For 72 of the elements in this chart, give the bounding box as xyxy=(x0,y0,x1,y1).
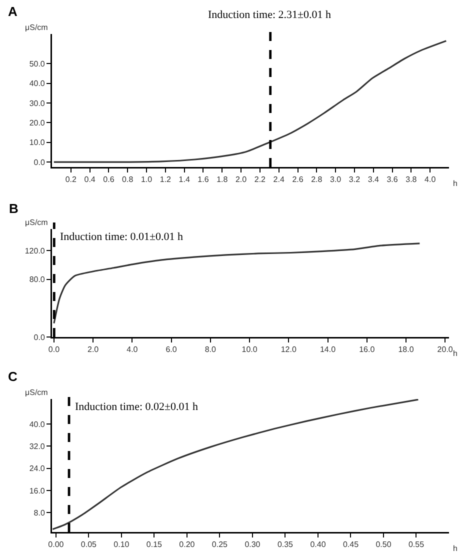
ref-line-label: Induction time: 0.02±0.01 h xyxy=(75,401,199,413)
text: C xyxy=(8,369,18,384)
x-tick-label: 2.6 xyxy=(292,175,304,184)
y-tick-label: 0.0 xyxy=(34,332,46,342)
y-tick-label: 24.0 xyxy=(29,464,46,474)
x-tick-label: 0.50 xyxy=(376,540,392,550)
x-tick-label: 14.0 xyxy=(320,345,336,354)
ref-line-label: Induction time: 2.31±0.01 h xyxy=(208,9,332,21)
x-tick-label: 16.0 xyxy=(359,345,376,354)
x-tick-label: 1.0 xyxy=(140,175,153,184)
x-tick-label: 4.0 xyxy=(126,345,138,354)
text: A xyxy=(8,4,18,19)
x-tick-label: 3.4 xyxy=(368,175,380,184)
x-tick-label: 0.20 xyxy=(179,540,196,550)
x-tick-label: 0.10 xyxy=(114,540,130,550)
y-axis-title: μS/cm xyxy=(25,388,48,397)
x-tick-label: 0.40 xyxy=(310,540,326,550)
x-axis-title: h xyxy=(453,179,458,188)
y-tick-label: 32.0 xyxy=(29,442,46,451)
y-tick-label: 30.0 xyxy=(29,98,46,108)
y-axis-title: μS/cm xyxy=(25,23,48,32)
x-tick-label: 0.2 xyxy=(65,175,78,184)
x-tick-label: 2.2 xyxy=(254,175,266,184)
x-tick-label: 0.30 xyxy=(244,540,261,550)
x-tick-label: 3.2 xyxy=(348,175,361,184)
y-axis-title: μS/cm xyxy=(25,218,48,227)
x-tick-label: 0.25 xyxy=(212,540,228,550)
y-tick-label: 20.0 xyxy=(29,118,46,128)
x-tick-label: 0.35 xyxy=(277,540,294,550)
x-tick-label: 0.8 xyxy=(122,175,134,184)
x-tick-label: 6.0 xyxy=(166,345,178,354)
x-tick-label: 0.00 xyxy=(48,540,64,550)
x-axis-title: h xyxy=(453,349,458,358)
x-tick-label: 20.0 xyxy=(437,345,454,354)
line-series xyxy=(53,40,447,163)
x-tick-label: 3.6 xyxy=(386,175,398,184)
ref-line-label: Induction time: 0.01±0.01 h xyxy=(60,231,184,243)
x-tick-label: 2.0 xyxy=(235,175,248,184)
x-tick-label: 2.8 xyxy=(311,175,323,184)
x-tick-label: 3.0 xyxy=(330,175,342,184)
x-tick-label: 2.0 xyxy=(88,345,100,354)
x-tick-label: 0.0 xyxy=(48,345,60,354)
x-tick-label: 10.0 xyxy=(242,345,258,354)
x-tick-label: 8.0 xyxy=(204,345,217,354)
y-tick-label: 16.0 xyxy=(29,486,46,496)
x-tick-label: 0.4 xyxy=(84,175,96,184)
y-tick-label: 120.0 xyxy=(24,246,46,256)
x-tick-label: 4.0 xyxy=(424,175,436,184)
y-tick-label: 40.0 xyxy=(29,420,46,429)
line-series xyxy=(53,242,420,324)
x-axis-title: h xyxy=(453,544,458,553)
x-tick-label: 1.8 xyxy=(216,175,228,184)
y-tick-label: 50.0 xyxy=(29,59,46,68)
x-tick-label: 2.4 xyxy=(273,175,285,184)
x-tick-label: 1.6 xyxy=(198,175,210,184)
y-tick-label: 10.0 xyxy=(29,138,46,148)
x-tick-label: 0.45 xyxy=(342,540,360,550)
x-tick-label: 0.55 xyxy=(408,540,425,550)
x-tick-label: 0.05 xyxy=(80,540,98,550)
line-series xyxy=(52,399,420,530)
y-tick-label: 40.0 xyxy=(29,79,46,88)
x-tick-label: 1.4 xyxy=(178,175,190,184)
x-tick-label: 1.2 xyxy=(160,175,172,184)
x-tick-label: 18.0 xyxy=(398,345,414,354)
y-tick-label: 0.0 xyxy=(34,158,46,167)
x-tick-label: 3.8 xyxy=(406,175,418,184)
y-tick-label: 8.0 xyxy=(34,508,46,518)
text: B xyxy=(9,201,18,216)
y-tick-label: 80.0 xyxy=(29,275,46,284)
x-tick-label: 0.6 xyxy=(103,175,115,184)
x-tick-label: 12.0 xyxy=(280,345,297,354)
x-tick-label: 0.15 xyxy=(146,540,163,550)
